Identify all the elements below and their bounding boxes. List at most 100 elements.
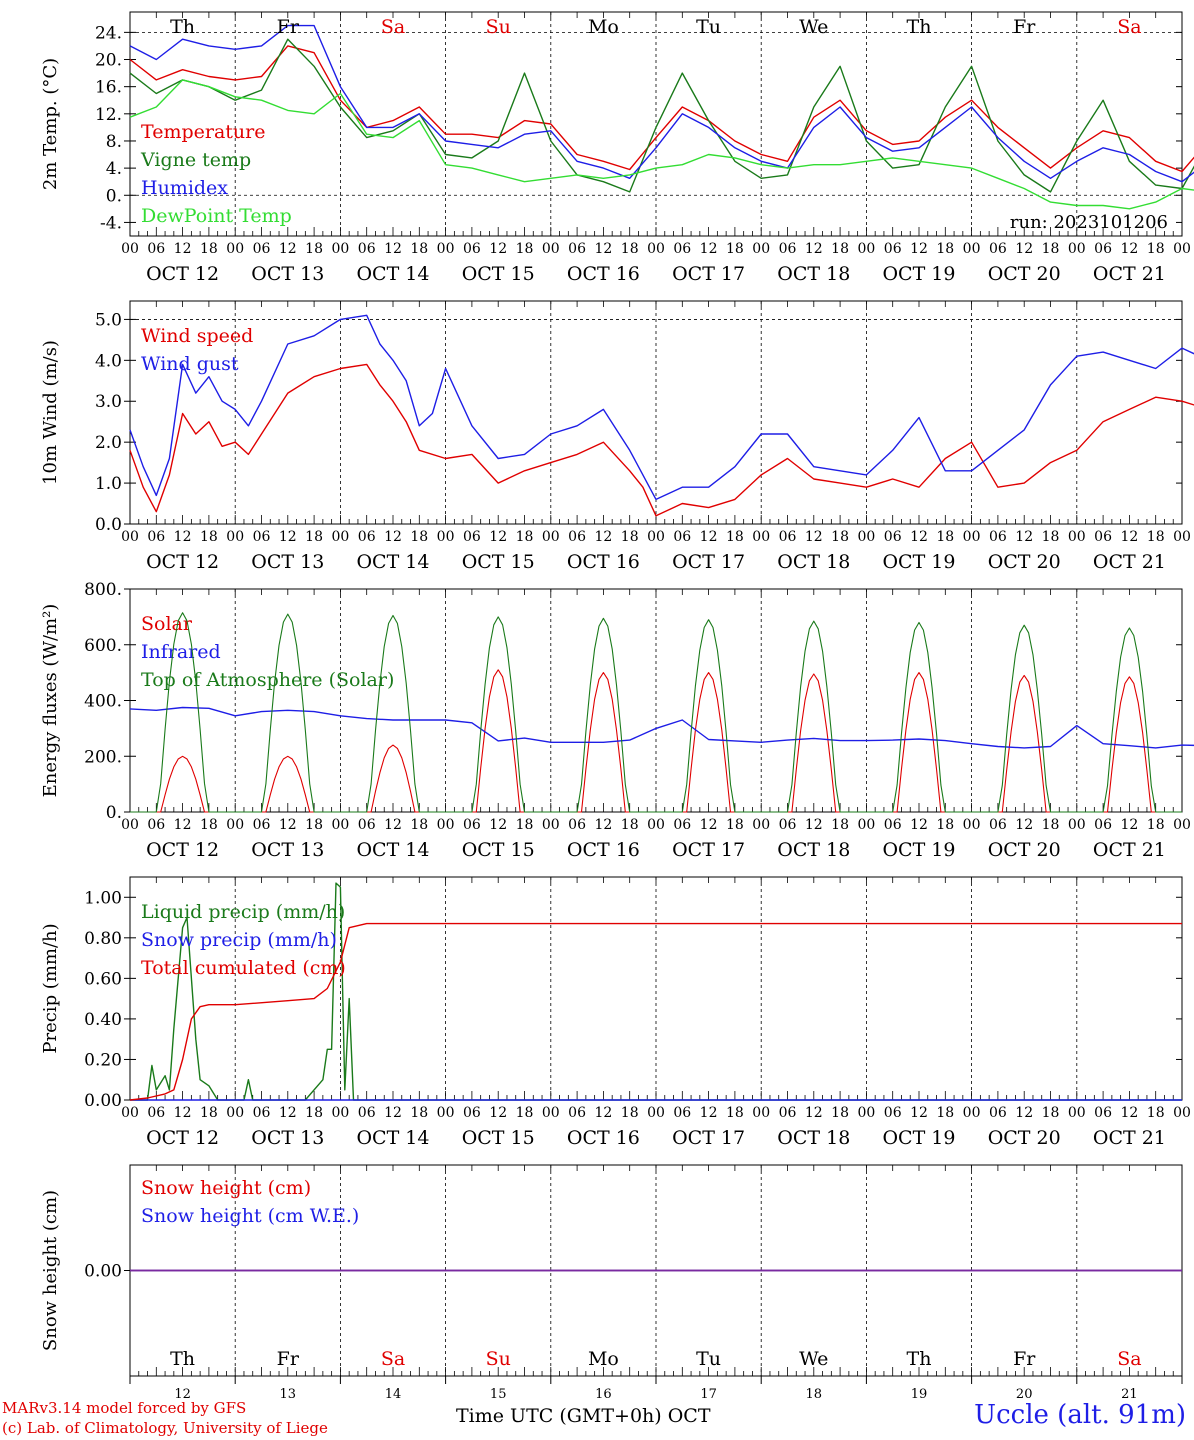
date-label: OCT 15	[462, 551, 535, 573]
hour-label: 18	[621, 529, 639, 545]
hour-label: 18	[1147, 817, 1165, 833]
weekday-label-top: Th	[907, 16, 932, 38]
date-label: OCT 18	[777, 839, 850, 861]
weekday-label-top: We	[799, 16, 828, 38]
date-label: OCT 17	[672, 839, 745, 861]
hour-label: 06	[884, 529, 902, 545]
hour-label: 00	[226, 529, 244, 545]
hour-label: 18	[621, 817, 639, 833]
hour-label: 00	[647, 241, 665, 257]
hour-label: 06	[884, 241, 902, 257]
weekday-label-bottom: Sa	[1117, 1348, 1141, 1370]
hour-label: 00	[226, 1105, 244, 1121]
weekday-label-bottom: Th	[170, 1348, 195, 1370]
hour-label: 06	[463, 529, 481, 545]
legend-entry: Wind gust	[141, 353, 239, 375]
y-tick-label: 600.	[84, 636, 122, 656]
hour-label: 18	[305, 529, 323, 545]
hour-label: 12	[1015, 1105, 1033, 1121]
date-label: OCT 17	[672, 551, 745, 573]
hour-label: 06	[147, 241, 165, 257]
date-label: OCT 19	[882, 1127, 955, 1149]
hour-label: 06	[989, 817, 1007, 833]
y-tick-label: 0.20	[84, 1050, 122, 1070]
hour-label: 12	[805, 1105, 823, 1121]
hour-label: 06	[358, 529, 376, 545]
hour-label: 06	[673, 817, 691, 833]
hour-label: 18	[1147, 529, 1165, 545]
date-label: OCT 19	[882, 839, 955, 861]
hour-label: 18	[1042, 817, 1060, 833]
panel-4: 0.00 0.20 0.40 0.60 0.80 1.00 Precip (mm/h) 00 0…	[40, 876, 1191, 1149]
hour-label: 12	[700, 1105, 718, 1121]
hour-label: 06	[779, 1105, 797, 1121]
hour-label: 00	[963, 817, 981, 833]
weekday-label-bottom: We	[799, 1348, 828, 1370]
hour-label: 06	[147, 529, 165, 545]
day-number-label: 14	[385, 1387, 402, 1402]
legend-entry: Humidex	[141, 177, 228, 199]
legend-entry: Snow precip (mm/h)	[141, 929, 337, 951]
y-tick-label: -4.	[100, 213, 122, 233]
lab-credit: (c) Lab. of Climatology, University of L…	[2, 1419, 328, 1437]
hour-label: 00	[542, 1105, 560, 1121]
hour-label: 00	[1173, 241, 1191, 257]
y-axis-label: 2m Temp. (°C)	[40, 58, 61, 190]
day-number-label: 19	[911, 1387, 928, 1402]
date-label: OCT 16	[567, 839, 640, 861]
hour-label: 18	[936, 529, 954, 545]
date-label: OCT 13	[251, 1127, 324, 1149]
day-number-label: 17	[700, 1387, 717, 1402]
y-tick-label: 0.	[106, 186, 122, 206]
hour-label: 06	[568, 529, 586, 545]
hour-label: 00	[542, 241, 560, 257]
date-label: OCT 12	[146, 263, 219, 285]
hour-label: 18	[831, 241, 849, 257]
hour-label: 18	[200, 1105, 218, 1121]
hour-label: 18	[621, 1105, 639, 1121]
date-label: OCT 21	[1093, 1127, 1166, 1149]
hour-label: 12	[174, 529, 192, 545]
date-label: OCT 15	[462, 1127, 535, 1149]
date-label: OCT 17	[672, 263, 745, 285]
hour-label: 18	[516, 1105, 534, 1121]
hour-label: 00	[752, 817, 770, 833]
hour-label: 00	[437, 817, 455, 833]
date-label: OCT 19	[882, 263, 955, 285]
hour-label: 00	[857, 1105, 875, 1121]
hour-label: 12	[805, 817, 823, 833]
hour-label: 12	[910, 241, 928, 257]
hour-label: 00	[1173, 1105, 1191, 1121]
day-number-label: 16	[595, 1387, 612, 1402]
date-label: OCT 20	[988, 551, 1061, 573]
hour-label: 00	[437, 241, 455, 257]
series-line-top-of-atmosphere-solar	[130, 612, 1182, 813]
hour-label: 12	[489, 529, 507, 545]
date-label: OCT 20	[988, 1127, 1061, 1149]
hour-label: 12	[1015, 817, 1033, 833]
y-tick-label: 0.00	[84, 1262, 122, 1282]
y-axis-label: Snow height (cm)	[40, 1190, 61, 1351]
y-axis-label: 10m Wind (m/s)	[40, 340, 61, 485]
hour-label: 12	[489, 817, 507, 833]
time-axis-title: Time UTC (GMT+0h) OCT	[456, 1405, 711, 1427]
hour-label: 18	[305, 817, 323, 833]
hour-label: 00	[1068, 1105, 1086, 1121]
hour-label: 18	[305, 1105, 323, 1121]
hour-label: 12	[594, 241, 612, 257]
hour-label: 12	[594, 817, 612, 833]
hour-label: 12	[910, 1105, 928, 1121]
y-tick-label: 3.0	[95, 392, 122, 412]
hour-label: 18	[936, 817, 954, 833]
date-label: OCT 18	[777, 263, 850, 285]
hour-label: 12	[910, 817, 928, 833]
hour-label: 12	[1120, 1105, 1138, 1121]
weekday-label-bottom: Su	[486, 1348, 511, 1370]
date-label: OCT 19	[882, 551, 955, 573]
date-label: OCT 20	[988, 839, 1061, 861]
y-axis-label: Energy fluxes (W/m²)	[40, 604, 61, 798]
hour-label: 18	[1042, 241, 1060, 257]
y-tick-label: 0.80	[84, 929, 122, 949]
legend-entry: Wind speed	[141, 325, 253, 347]
y-tick-label: 24.	[95, 23, 122, 43]
